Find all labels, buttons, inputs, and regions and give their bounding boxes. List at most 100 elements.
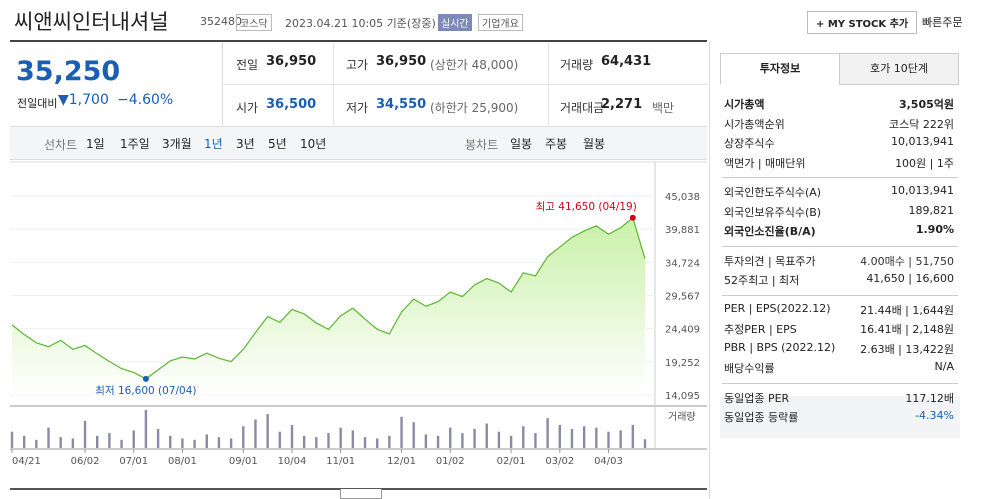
x-tick-label: 02/01	[497, 456, 526, 467]
extreme-label: 최고 41,650 (04/19)	[536, 201, 637, 213]
x-tick-label: 12/01	[387, 456, 416, 467]
panel-value: 코스닥 222위	[889, 117, 954, 131]
x-tick-label: 04/03	[594, 456, 623, 467]
y-tick-label: 24,409	[665, 325, 700, 336]
stat-value: 64,431	[601, 54, 652, 69]
panel-value: 3,505억원	[898, 98, 954, 111]
price-area	[12, 217, 645, 395]
period-button[interactable]: 주봉	[545, 137, 568, 151]
change: ▼1,700	[58, 92, 109, 108]
top-rule	[10, 40, 707, 42]
stat-label: 고가	[346, 58, 369, 72]
volume-bar	[509, 435, 513, 448]
panel-label: 동일업종 등락률	[724, 411, 799, 424]
panel-value: 21.44배 | 1,644원	[860, 303, 954, 317]
volume-bar	[485, 423, 488, 448]
y-tick-label: 19,252	[665, 358, 700, 369]
stat-note: (상한가 48,000)	[430, 58, 519, 72]
panel-label: PBR | BPS (2022.12)	[724, 340, 836, 354]
stat-note: 백만	[652, 101, 675, 115]
period-button[interactable]: 5년	[268, 137, 287, 151]
x-tick-label: 06/02	[71, 456, 100, 467]
change-pct: −4.60%	[117, 92, 174, 108]
panel-row: 시가총액 3,505억원	[724, 96, 954, 112]
panel-label: 시가총액순위	[724, 117, 785, 131]
y-tick-label: 39,881	[665, 225, 700, 236]
volume-bar	[400, 416, 403, 448]
panel-tab[interactable]: 호가 10단계	[839, 53, 959, 85]
y-tick-label: 45,038	[665, 192, 700, 203]
panel-row: 시가총액순위 코스닥 222위	[724, 116, 954, 132]
panel-value: N/A	[934, 360, 954, 373]
period-button[interactable]: 1년	[204, 137, 223, 151]
period-button[interactable]: 3개월	[162, 137, 192, 151]
volume-bar	[582, 426, 586, 448]
panel-label: 상장주식수	[724, 137, 775, 150]
volume-bar	[169, 435, 172, 448]
x-tick-label: 08/01	[168, 456, 197, 467]
panel-value: 117.12배	[905, 391, 954, 405]
volume-bar	[570, 429, 574, 448]
period-button[interactable]: 1일	[86, 137, 105, 151]
panel-value: 100원 | 1주	[895, 156, 954, 170]
panel-label: 52주최고 | 최저	[724, 274, 800, 287]
stock-name: 씨앤씨인터내셔널	[14, 10, 169, 34]
panel-label: 시가총액	[724, 98, 765, 111]
volume-bar	[473, 429, 476, 448]
panel-value: -4.34%	[915, 409, 954, 422]
volume-bar	[315, 437, 318, 448]
mystock-button[interactable]: + MY STOCK 추가	[807, 11, 918, 34]
panel-value: 1.90%	[915, 223, 954, 236]
period-button[interactable]: 10년	[300, 137, 327, 151]
panel-value: 16.41배 | 2,148원	[860, 323, 954, 336]
quick-order[interactable]: 빠른주문	[922, 16, 963, 29]
stat-label: 거래대금	[560, 101, 605, 115]
panel-separator	[722, 245, 958, 247]
volume-bar	[205, 434, 208, 448]
stat-value: 2,271	[601, 97, 643, 112]
period-button[interactable]: 3년	[236, 137, 255, 151]
volume-bar	[619, 430, 622, 448]
time: 2023.04.21 10:05 기준(장중)	[285, 17, 436, 30]
period-button[interactable]: 월봉	[583, 137, 606, 151]
stat-value: 34,550	[376, 97, 427, 112]
volume-bar	[436, 435, 440, 448]
volume-bar	[363, 437, 367, 448]
volume-bar	[412, 422, 415, 448]
volume-bar	[120, 439, 123, 448]
panel-row: 동일업종 등락률 -4.34%	[724, 409, 954, 425]
stat-label: 거래량	[560, 58, 594, 72]
panel-divider	[709, 42, 710, 499]
volume-bar	[388, 435, 391, 448]
volume-bar	[47, 427, 50, 448]
panel-label: 투자의견 | 목표주가	[724, 254, 816, 268]
volume-bar	[643, 439, 647, 448]
panel-row: PBR | BPS (2022.12) 2.63배 | 13,422원	[724, 340, 954, 356]
x-tick-label: 03/02	[545, 456, 574, 467]
panel-value: 4.00매수 | 51,750	[860, 254, 954, 268]
collapse-button[interactable]	[340, 489, 382, 499]
y-tick-label: 14,095	[665, 391, 700, 402]
panel-row: 동일업종 PER 117.12배	[724, 390, 954, 406]
volume-bar	[83, 420, 87, 448]
volume-bar	[449, 427, 452, 448]
panel-tab[interactable]: 투자정보	[720, 53, 840, 85]
panel-label: 동일업종 PER	[724, 391, 790, 405]
panel-row: 배당수익률 N/A	[724, 360, 954, 376]
volume-bar	[497, 431, 501, 448]
x-tick-label: 10/04	[278, 456, 307, 467]
period-button[interactable]: 일봉	[510, 137, 533, 151]
stat-separator	[548, 42, 549, 126]
y-tick-label: 34,724	[665, 258, 700, 269]
volume-bar	[71, 438, 75, 448]
stat-value: 36,950	[376, 54, 427, 69]
stat-separator	[222, 84, 707, 85]
overview-button[interactable]: 기업개요	[478, 14, 523, 31]
stat-label: 전일	[236, 58, 259, 72]
volume-bar	[59, 437, 62, 448]
volume-bar	[108, 433, 111, 448]
period-button[interactable]: 1주일	[120, 137, 150, 151]
panel-label: PER | EPS(2022.12)	[724, 301, 831, 315]
panel-label: 외국인한도주식수(A)	[724, 186, 822, 199]
market-badge: 코스닥	[236, 14, 272, 31]
